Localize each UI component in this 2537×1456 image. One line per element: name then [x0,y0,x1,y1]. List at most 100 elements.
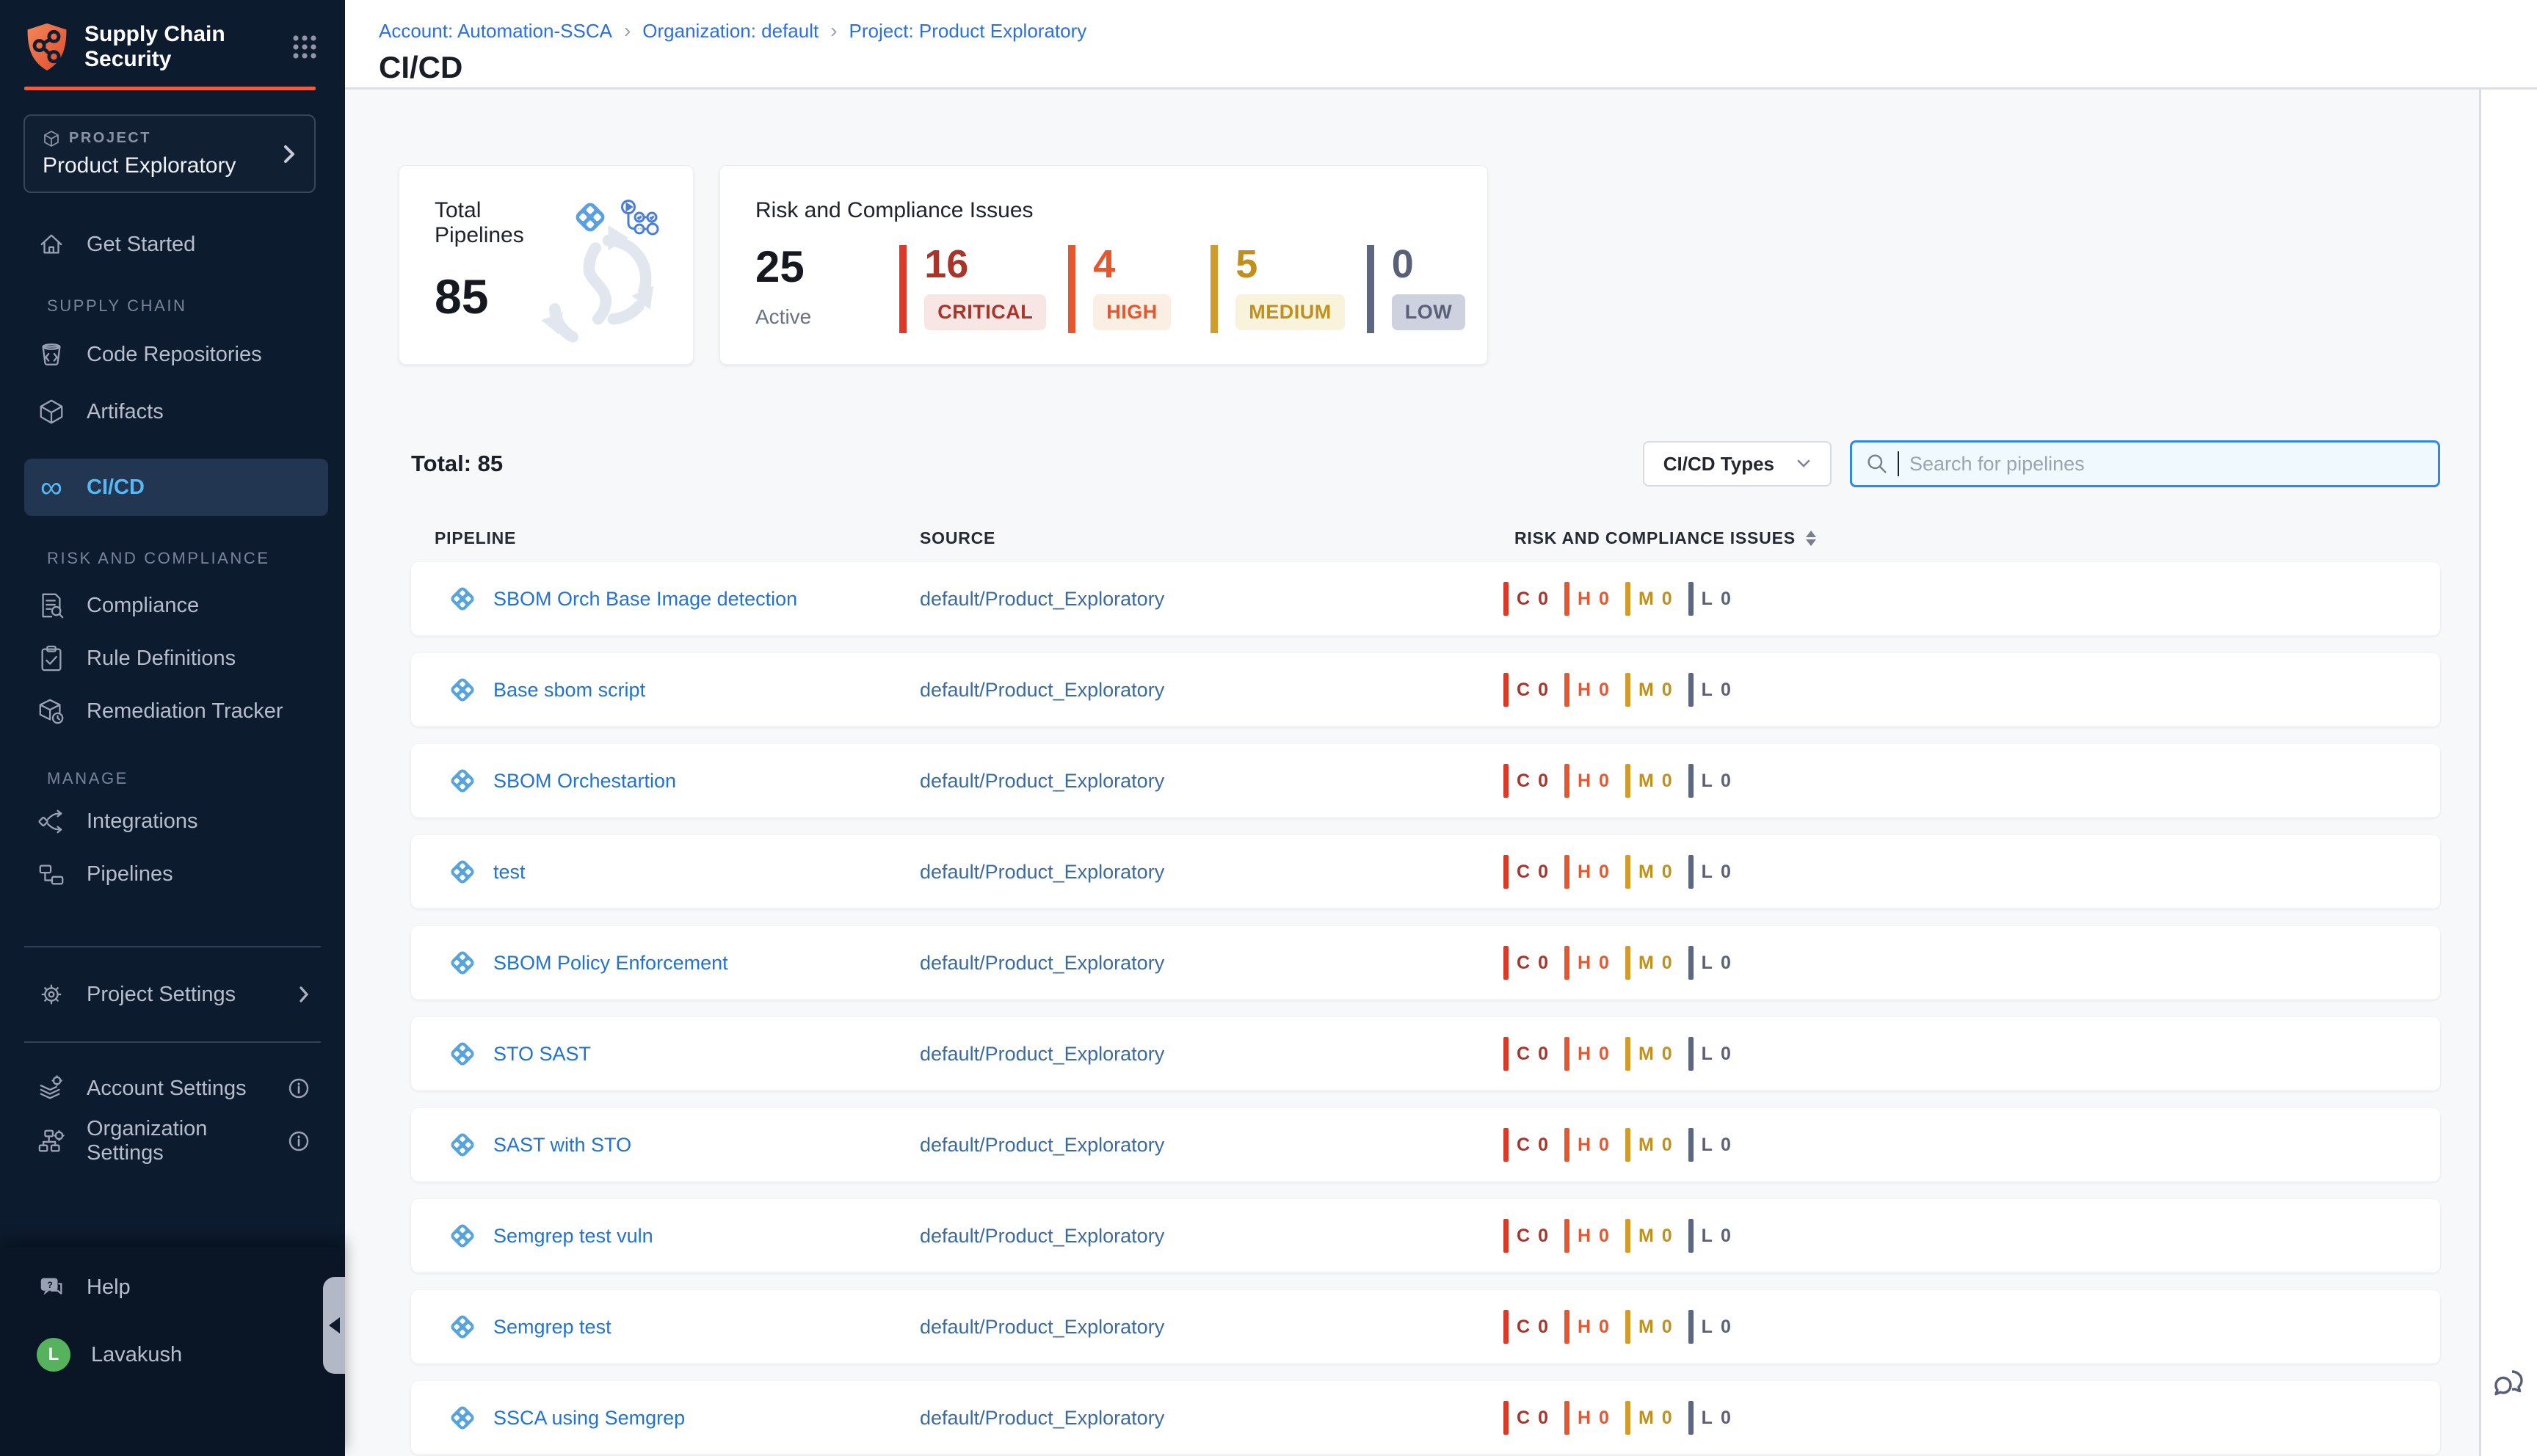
high-bar [1564,1219,1569,1253]
info-icon[interactable] [288,1130,310,1152]
table-row[interactable]: SAST with STO default/Product_Explorator… [411,1108,2537,1182]
pipeline-search[interactable] [1850,440,2440,487]
total-pipelines-card: Total Pipelines [399,165,694,365]
pipeline-source-link[interactable]: default/Product_Exploratory [920,860,1165,883]
sidebar-item-organization-settings[interactable]: Organization Settings [0,1115,345,1168]
table-row[interactable]: SSCA using Semgrep default/Product_Explo… [411,1381,2537,1455]
table-row[interactable]: Semgrep test vuln default/Product_Explor… [411,1199,2537,1273]
medium-bar [1625,764,1630,798]
total-pipelines-title: Total Pipelines [435,198,524,247]
info-icon[interactable] [288,1077,310,1099]
pipeline-name-link[interactable]: Semgrep test vuln [493,1224,653,1247]
sidebar-item-get-started[interactable]: Get Started [0,218,345,271]
medium-bar [1625,673,1630,707]
document-search-icon [37,591,66,620]
severity-summary: 16 CRITICAL 4 HIGH 5 MEDIUM [899,242,1487,333]
app-grid-icon[interactable] [285,27,324,67]
sidebar-item-integrations[interactable]: Integrations [0,795,345,848]
sidebar-item-rule-definitions[interactable]: Rule Definitions [0,632,345,685]
sidebar-item-pipelines[interactable]: Pipelines [0,848,345,900]
severity-high: 4 HIGH [1068,242,1188,333]
table-row[interactable]: Base sbom script default/Product_Explora… [411,653,2537,727]
pipeline-source-link[interactable]: default/Product_Exploratory [920,769,1165,792]
pipeline-name-link[interactable]: SBOM Policy Enforcement [493,951,728,974]
pipeline-name-link[interactable]: SBOM Orchestartion [493,769,677,792]
pipeline-source-link[interactable]: default/Product_Exploratory [920,951,1165,974]
pipeline-harness-icon [451,769,474,793]
column-header-last-scan[interactable]: LAST SCAN [2091,518,2537,558]
user-menu[interactable]: L Lavakush [0,1328,345,1381]
sidebar-collapse-handle[interactable] [323,1277,345,1374]
help-button[interactable]: ? Help [0,1261,345,1314]
sidebar-item-account-settings[interactable]: Account Settings [0,1062,345,1115]
pipeline-source-link[interactable]: default/Product_Exploratory [920,678,1165,701]
high-count: 4 [1093,242,1116,286]
sidebar-item-cicd[interactable]: ∞ CI/CD [24,459,328,516]
chat-support-button[interactable] [2490,1368,2528,1407]
pipeline-source-link[interactable]: default/Product_Exploratory [920,1042,1165,1065]
sidebar-item-label: Get Started [87,232,196,256]
last-scan-value: 12 hours ago [2091,565,2537,633]
sidebar-item-remediation-tracker[interactable]: Remediation Tracker [0,685,345,738]
pipeline-name-link[interactable]: Base sbom script [493,678,646,701]
content: Total Pipelines [345,90,2537,1456]
sidebar-item-compliance[interactable]: Compliance [0,579,345,632]
pipeline-name-link[interactable]: SSCA using Semgrep [493,1406,686,1429]
breadcrumb-organization[interactable]: Organization: default [642,19,819,42]
cicd-types-dropdown[interactable]: CI/CD Types [1642,441,1832,487]
pipeline-name-link[interactable]: SBOM Orch Base Image detection [493,587,798,610]
section-label-manage: MANAGE [47,769,128,787]
pipeline-source-link[interactable]: default/Product_Exploratory [920,587,1165,610]
pipeline-name-link[interactable]: test [493,860,526,883]
last-scan-value: 12 hours ago [2091,747,2537,815]
table-row[interactable]: Semgrep test default/Product_Exploratory… [411,1290,2537,1364]
pipeline-name-link[interactable]: Semgrep test [493,1315,611,1338]
breadcrumb-project[interactable]: Project: Product Exploratory [849,19,1087,42]
pipeline-source-link[interactable]: default/Product_Exploratory [920,1406,1165,1429]
column-header-risk-issues[interactable]: RISK AND COMPLIANCE ISSUES [1503,528,2091,548]
low-count: 0 [1391,242,1414,286]
pipeline-harness-icon [451,587,474,611]
breadcrumb-account[interactable]: Account: Automation-SSCA [379,19,612,42]
active-issues-label: Active [755,305,812,328]
search-input[interactable] [1908,451,2425,476]
help-label: Help [87,1275,131,1299]
sidebar-item-artifacts[interactable]: Artifacts [0,385,345,438]
org-chart-gear-icon [37,1126,66,1156]
sidebar-item-code-repositories[interactable]: Code Repositories [0,328,345,381]
main-area: Account: Automation-SSCA › Organization:… [345,0,2537,1456]
sidebar-item-label: Account Settings [87,1076,247,1100]
project-selector[interactable]: PROJECT Product Exploratory [23,114,316,193]
pipeline-name-link[interactable]: STO SAST [493,1042,592,1065]
medium-bar [1625,855,1630,889]
sidebar-item-project-settings[interactable]: Project Settings [0,968,345,1021]
table-row[interactable]: SBOM Orch Base Image detection default/P… [411,562,2537,636]
low-bar [1688,1037,1694,1071]
pipeline-source-link[interactable]: default/Product_Exploratory [920,1315,1165,1338]
critical-bar [1503,1128,1509,1162]
table-row[interactable]: SBOM Policy Enforcement default/Product_… [411,926,2537,1000]
pipeline-source-link[interactable]: default/Product_Exploratory [920,1224,1165,1247]
pipeline-source-link[interactable]: default/Product_Exploratory [920,1133,1165,1156]
table-row[interactable]: SBOM Orchestartion default/Product_Explo… [411,744,2537,818]
section-label-supply-chain: SUPPLY CHAIN [47,296,187,315]
pipeline-name-link[interactable]: SAST with STO [493,1133,632,1156]
pipelines-icon [37,859,66,889]
high-bar [1564,1128,1569,1162]
avatar: L [37,1338,70,1372]
cube-icon [37,397,66,426]
pipeline-harness-icon [451,860,474,884]
